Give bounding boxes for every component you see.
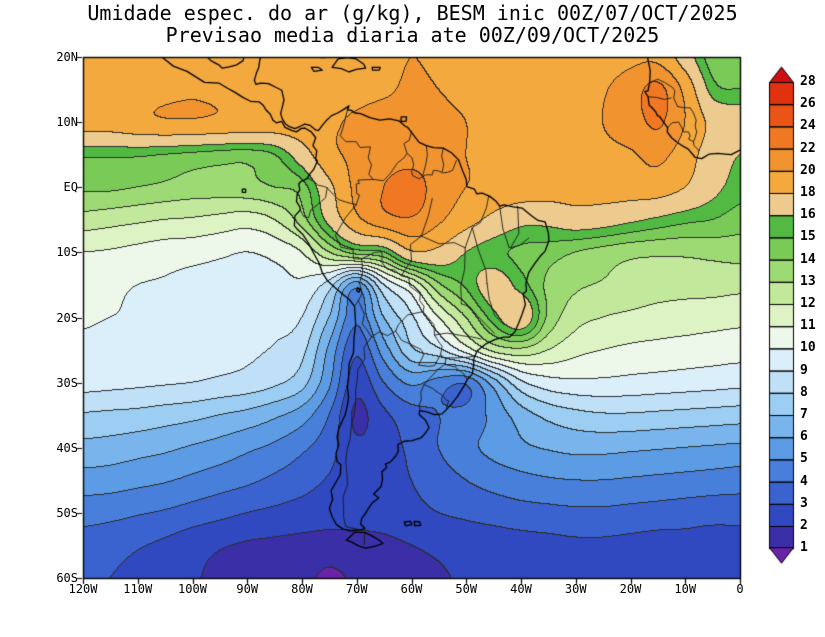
y-axis-tick-label: EQ bbox=[63, 180, 78, 195]
colorbar-tick-label: 3 bbox=[800, 495, 808, 511]
colorbar-tick-label: 24 bbox=[800, 118, 816, 134]
x-axis-tick-label: 20W bbox=[619, 582, 642, 596]
x-axis-tick-label: 40W bbox=[510, 582, 532, 596]
colorbar-tick-label: 12 bbox=[800, 296, 816, 311]
x-axis-tick-label: 110W bbox=[123, 582, 153, 596]
colorbar-tick-label: 13 bbox=[800, 273, 816, 289]
x-axis-tick-label: 90W bbox=[236, 582, 259, 596]
colorbar-tick-label: 6 bbox=[800, 429, 808, 445]
x-axis-tick-label: 10W bbox=[674, 582, 697, 596]
y-axis-tick-label: 50S bbox=[56, 505, 78, 520]
colorbar-tick-label: 10 bbox=[800, 340, 816, 356]
colorbar-tick-label: 1 bbox=[800, 540, 808, 556]
colorbar-tick-label: 22 bbox=[800, 140, 816, 156]
colorbar-tick-label: 15 bbox=[800, 229, 816, 245]
y-axis-tick-label: 10S bbox=[56, 245, 78, 260]
y-axis-tick-label: 40S bbox=[56, 440, 78, 455]
x-axis-tick-label: 70W bbox=[345, 582, 368, 596]
colorbar-tick-label: 16 bbox=[800, 207, 816, 223]
colorbar-tick-label: 2 bbox=[800, 518, 808, 533]
x-axis-tick-label: 100W bbox=[178, 582, 207, 596]
colorbar-tick-label: 28 bbox=[800, 74, 816, 89]
colorbar-tick-label: 8 bbox=[800, 384, 808, 400]
y-axis-tick-label: 10N bbox=[56, 115, 78, 130]
y-axis-tick-label: 30S bbox=[56, 375, 78, 390]
x-axis-tick-label: 30W bbox=[564, 582, 587, 596]
x-axis-tick-label: 80W bbox=[291, 582, 313, 596]
colorbar-tick-label: 11 bbox=[800, 318, 816, 334]
x-axis-tick-label: 50W bbox=[455, 582, 478, 596]
y-axis-tick-label: 60S bbox=[56, 571, 78, 585]
colorbar-tick-label: 5 bbox=[800, 451, 808, 467]
x-axis-tick-label: 0 bbox=[736, 582, 744, 596]
colorbar-tick-label: 18 bbox=[800, 185, 816, 200]
colorbar-tick-label: 4 bbox=[800, 473, 808, 489]
colorbar-tick-label: 14 bbox=[800, 251, 816, 267]
x-axis-tick-label: 60W bbox=[400, 582, 423, 596]
colorbar-tick-label: 26 bbox=[800, 96, 816, 112]
y-axis-tick-label: 20S bbox=[56, 310, 78, 325]
colorbar-tick-label: 20 bbox=[800, 162, 816, 178]
y-axis-tick-label: 20N bbox=[56, 50, 78, 64]
x-axis-tick-label: 120W bbox=[68, 582, 98, 596]
colorbar-tick-label: 7 bbox=[800, 407, 808, 422]
colorbar-tick-label: 9 bbox=[800, 362, 808, 378]
